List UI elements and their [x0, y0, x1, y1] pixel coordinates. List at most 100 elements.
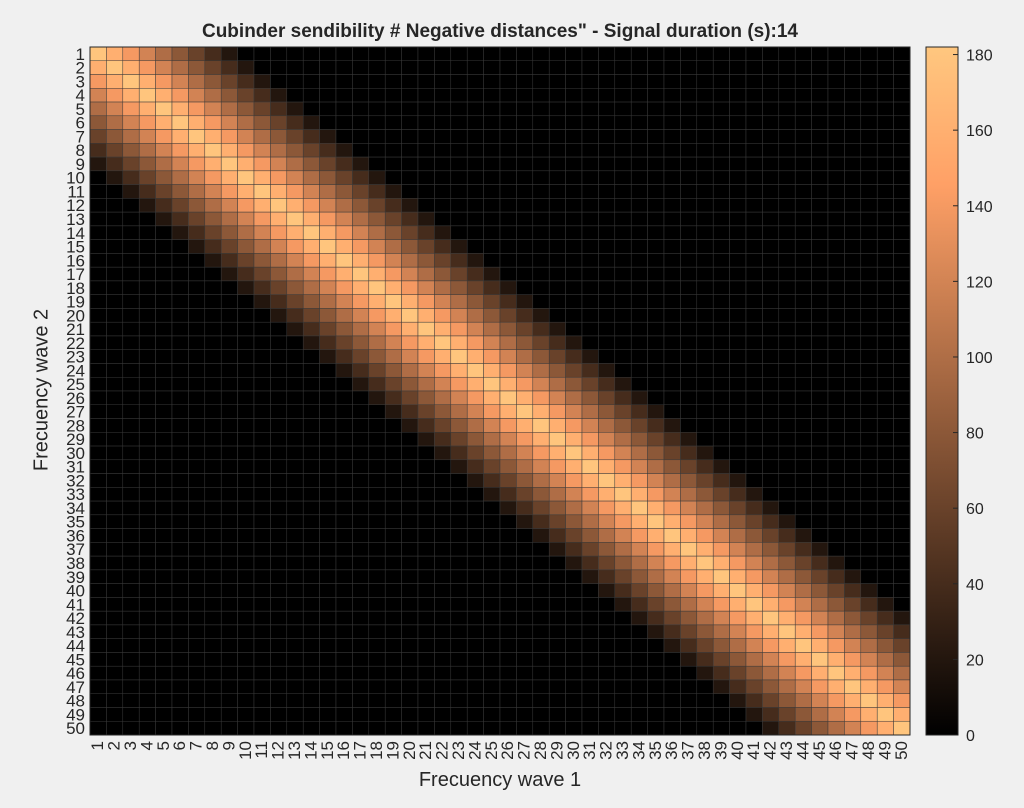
heatmap-cell [811, 404, 829, 419]
heatmap-cell [270, 432, 288, 447]
heatmap-cell [581, 239, 599, 254]
heatmap-cell [516, 294, 534, 309]
heatmap-cell [401, 225, 419, 240]
heatmap-cell [204, 363, 222, 378]
heatmap-cell [614, 101, 632, 117]
heatmap-cell [253, 432, 271, 447]
heatmap-cell [680, 610, 698, 626]
heatmap-cell [499, 101, 517, 117]
heatmap-cell [384, 542, 402, 557]
heatmap-cell [483, 514, 501, 529]
heatmap-cell [466, 198, 484, 213]
heatmap-cell [696, 280, 714, 295]
heatmap-cell [499, 321, 517, 337]
heatmap-cell [89, 101, 107, 117]
heatmap-cell [499, 707, 517, 722]
heatmap-cell [598, 555, 616, 571]
heatmap-cell [188, 555, 206, 571]
heatmap-cell [434, 115, 452, 130]
heatmap-cell [811, 46, 829, 62]
heatmap-cell [106, 156, 124, 172]
heatmap-cell [680, 390, 698, 406]
heatmap-cell [565, 679, 583, 694]
heatmap-cell [270, 363, 288, 378]
heatmap-cell [138, 253, 156, 268]
heatmap-cell [794, 225, 812, 240]
heatmap-cell [466, 500, 484, 516]
heatmap-cell [663, 349, 681, 364]
heatmap-cell [565, 60, 583, 75]
heatmap-cell [827, 500, 845, 516]
heatmap-cell [368, 376, 386, 392]
heatmap-cell [565, 583, 583, 598]
heatmap-cell [712, 624, 730, 639]
heatmap-cell [483, 266, 501, 282]
heatmap-cell [466, 239, 484, 254]
heatmap-cell [778, 597, 796, 612]
heatmap-cell [860, 638, 878, 653]
heatmap-cell [614, 198, 632, 213]
heatmap-cell [778, 253, 796, 268]
heatmap-cell [712, 46, 730, 62]
heatmap-cell [532, 624, 550, 639]
heatmap-cell [680, 459, 698, 474]
heatmap-cell [171, 170, 189, 185]
heatmap-cell [188, 679, 206, 694]
heatmap-cell [499, 266, 517, 282]
heatmap-cell [155, 60, 173, 75]
y-axis-label: Frecuency wave 2 [30, 308, 53, 472]
heatmap-cell [384, 101, 402, 117]
heatmap-cell [138, 418, 156, 433]
heatmap-cell [368, 349, 386, 364]
heatmap-cell [614, 321, 632, 337]
heatmap-cell [319, 129, 337, 144]
heatmap-cell [876, 46, 894, 62]
heatmap-cell [122, 514, 140, 529]
heatmap-cell [548, 445, 566, 461]
heatmap-cell [680, 363, 698, 378]
heatmap-cell [745, 129, 763, 144]
heatmap-cell [155, 459, 173, 474]
heatmap-cell [729, 60, 747, 75]
heatmap-cell [811, 129, 829, 144]
heatmap-cell [352, 473, 370, 488]
heatmap-cell [270, 665, 288, 681]
heatmap-cell [302, 542, 320, 557]
heatmap-cell [319, 156, 337, 172]
heatmap-cell [171, 404, 189, 419]
heatmap-cell [171, 665, 189, 681]
heatmap-cell [729, 528, 747, 543]
heatmap-cell [794, 542, 812, 557]
heatmap-cell [893, 46, 911, 62]
heatmap-cell [516, 376, 534, 392]
x-tick-label: 5 [154, 741, 173, 750]
heatmap-cell [204, 610, 222, 626]
heatmap-cell [565, 445, 583, 461]
heatmap-cell [253, 652, 271, 667]
heatmap-cell [745, 376, 763, 392]
heatmap-cell [138, 514, 156, 529]
heatmap-cell [532, 88, 550, 103]
heatmap-cell [286, 74, 304, 89]
heatmap-cell [401, 555, 419, 571]
heatmap-cell [286, 156, 304, 172]
heatmap-cell [762, 445, 780, 461]
heatmap-cell [614, 335, 632, 350]
heatmap-cell [712, 294, 730, 309]
heatmap-cell [598, 638, 616, 653]
y-tick-label: 42 [66, 609, 85, 628]
heatmap-cell [253, 170, 271, 185]
heatmap-cell [106, 665, 124, 681]
heatmap-cell [302, 335, 320, 350]
heatmap-cell [368, 115, 386, 130]
heatmap-cell [106, 459, 124, 474]
y-tick-label: 7 [76, 127, 85, 146]
heatmap-cell [499, 143, 517, 158]
heatmap-cell [565, 555, 583, 571]
heatmap-cell [893, 679, 911, 694]
heatmap-cell [647, 473, 665, 488]
heatmap-cell [762, 624, 780, 639]
heatmap-cell [794, 376, 812, 392]
heatmap-cell [352, 487, 370, 502]
heatmap-cell [696, 335, 714, 350]
